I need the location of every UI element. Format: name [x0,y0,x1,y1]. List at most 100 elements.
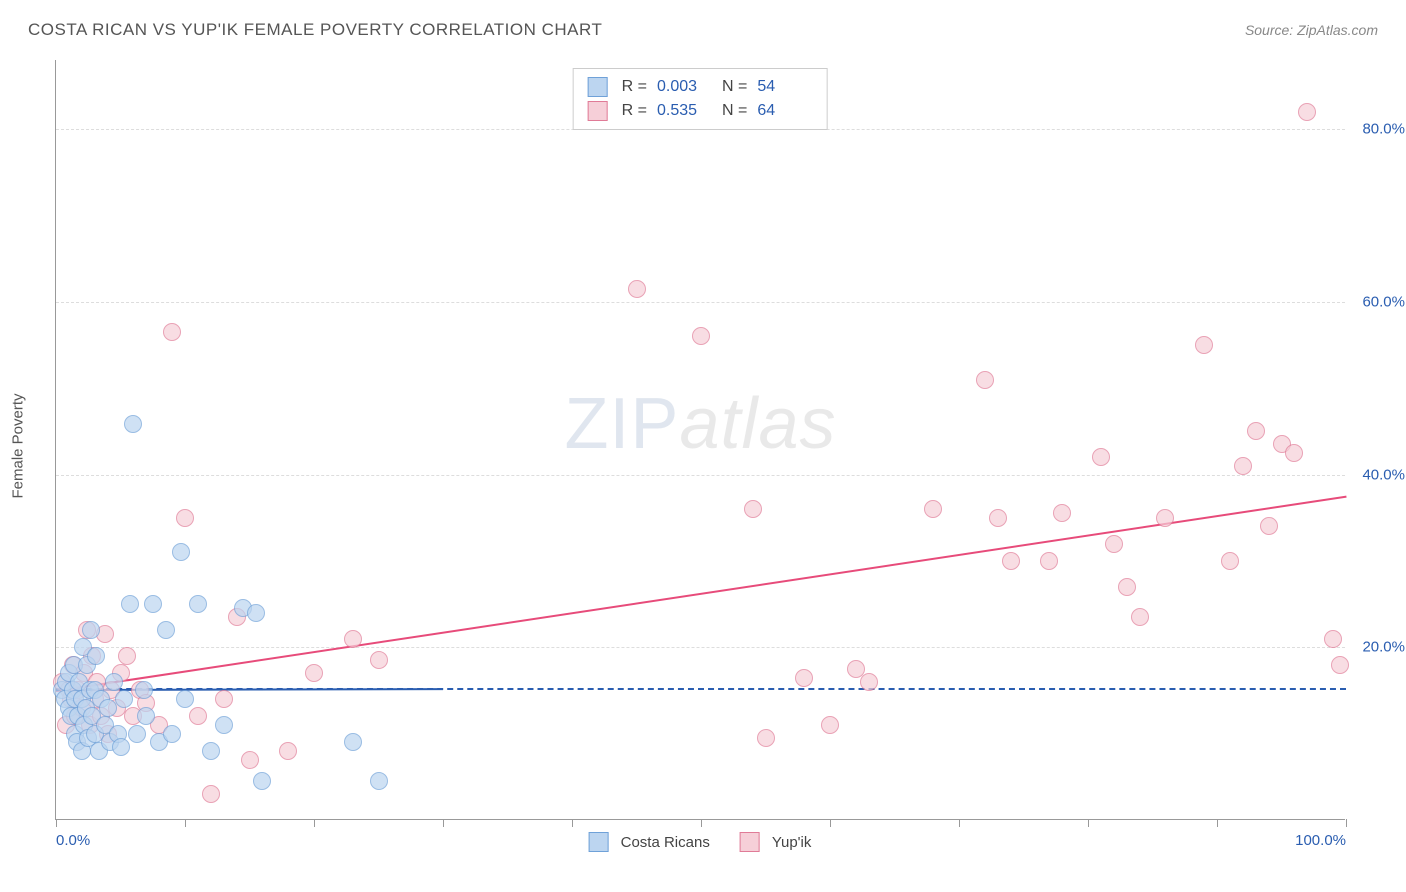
trend-line-yupik [56,496,1346,692]
x-tick [1088,819,1089,827]
data-point-yupik [305,664,323,682]
watermark-atlas: atlas [679,384,836,464]
y-tick-label: 80.0% [1362,121,1405,138]
legend-label: Yup'ik [772,834,812,851]
data-point-yupik [163,323,181,341]
stat-r-value: 0.003 [657,78,712,96]
stat-r-label: R = [622,78,647,96]
chart-area: ZIPatlas 20.0%40.0%60.0%80.0%0.0%100.0% … [55,60,1345,820]
legend-swatch [588,101,608,121]
chart-title: COSTA RICAN VS YUP'IK FEMALE POVERTY COR… [28,20,602,40]
data-point-costa-rican [172,543,190,561]
x-tick [572,819,573,827]
stat-n-label: N = [722,102,747,120]
data-point-costa-rican [344,733,362,751]
data-point-yupik [202,785,220,803]
data-point-yupik [1131,608,1149,626]
source-attribution: Source: ZipAtlas.com [1245,22,1378,38]
data-point-yupik [1092,448,1110,466]
x-tick [1217,819,1218,827]
data-point-yupik [976,371,994,389]
data-point-costa-rican [82,621,100,639]
data-point-yupik [1105,535,1123,553]
data-point-costa-rican [253,772,271,790]
data-point-costa-rican [87,647,105,665]
data-point-costa-rican [176,690,194,708]
data-point-yupik [189,707,207,725]
data-point-yupik [344,630,362,648]
data-point-yupik [241,751,259,769]
legend-swatch [588,77,608,97]
data-point-yupik [860,673,878,691]
data-point-yupik [757,729,775,747]
gridline [56,647,1345,648]
data-point-costa-rican [124,415,142,433]
stat-r-label: R = [622,102,647,120]
data-point-yupik [370,651,388,669]
data-point-costa-rican [247,604,265,622]
x-tick [1346,819,1347,827]
x-tick [314,819,315,827]
stat-n-label: N = [722,78,747,96]
data-point-costa-rican [135,681,153,699]
x-tick [701,819,702,827]
data-point-costa-rican [163,725,181,743]
data-point-yupik [795,669,813,687]
data-point-yupik [692,327,710,345]
x-tick [830,819,831,827]
legend-item: Costa Ricans [589,832,710,852]
data-point-costa-rican [215,716,233,734]
gridline [56,475,1345,476]
watermark-zip: ZIP [564,384,679,464]
data-point-yupik [1118,578,1136,596]
x-tick-label: 100.0% [1295,832,1346,849]
data-point-yupik [1247,422,1265,440]
x-tick-label: 0.0% [56,832,90,849]
watermark: ZIPatlas [564,383,836,465]
data-point-yupik [989,509,1007,527]
data-point-yupik [1040,552,1058,570]
data-point-costa-rican [128,725,146,743]
data-point-yupik [118,647,136,665]
data-point-yupik [1234,457,1252,475]
x-tick [959,819,960,827]
y-tick-label: 60.0% [1362,293,1405,310]
data-point-costa-rican [189,595,207,613]
data-point-yupik [1331,656,1349,674]
stats-row: R =0.535N =64 [588,99,813,123]
bottom-legend: Costa Ricans Yup'ik [589,832,812,852]
data-point-yupik [1156,509,1174,527]
legend-swatch [589,832,609,852]
data-point-costa-rican [112,738,130,756]
data-point-costa-rican [144,595,162,613]
y-axis-label: Female Poverty [10,393,27,498]
data-point-costa-rican [202,742,220,760]
stat-n-value: 54 [757,78,812,96]
data-point-yupik [744,500,762,518]
y-tick-label: 40.0% [1362,466,1405,483]
data-point-costa-rican [99,699,117,717]
legend-item: Yup'ik [740,832,812,852]
y-tick-label: 20.0% [1362,639,1405,656]
data-point-costa-rican [157,621,175,639]
data-point-yupik [821,716,839,734]
data-point-yupik [1002,552,1020,570]
data-point-costa-rican [121,595,139,613]
data-point-yupik [1324,630,1342,648]
x-tick [56,819,57,827]
data-point-costa-rican [115,690,133,708]
data-point-costa-rican [137,707,155,725]
legend-label: Costa Ricans [621,834,710,851]
data-point-costa-rican [370,772,388,790]
x-tick [443,819,444,827]
data-point-costa-rican [105,673,123,691]
x-tick [185,819,186,827]
gridline [56,302,1345,303]
data-point-yupik [279,742,297,760]
data-point-yupik [924,500,942,518]
data-point-yupik [1285,444,1303,462]
data-point-yupik [1195,336,1213,354]
data-point-yupik [215,690,233,708]
stat-r-value: 0.535 [657,102,712,120]
data-point-yupik [1053,504,1071,522]
